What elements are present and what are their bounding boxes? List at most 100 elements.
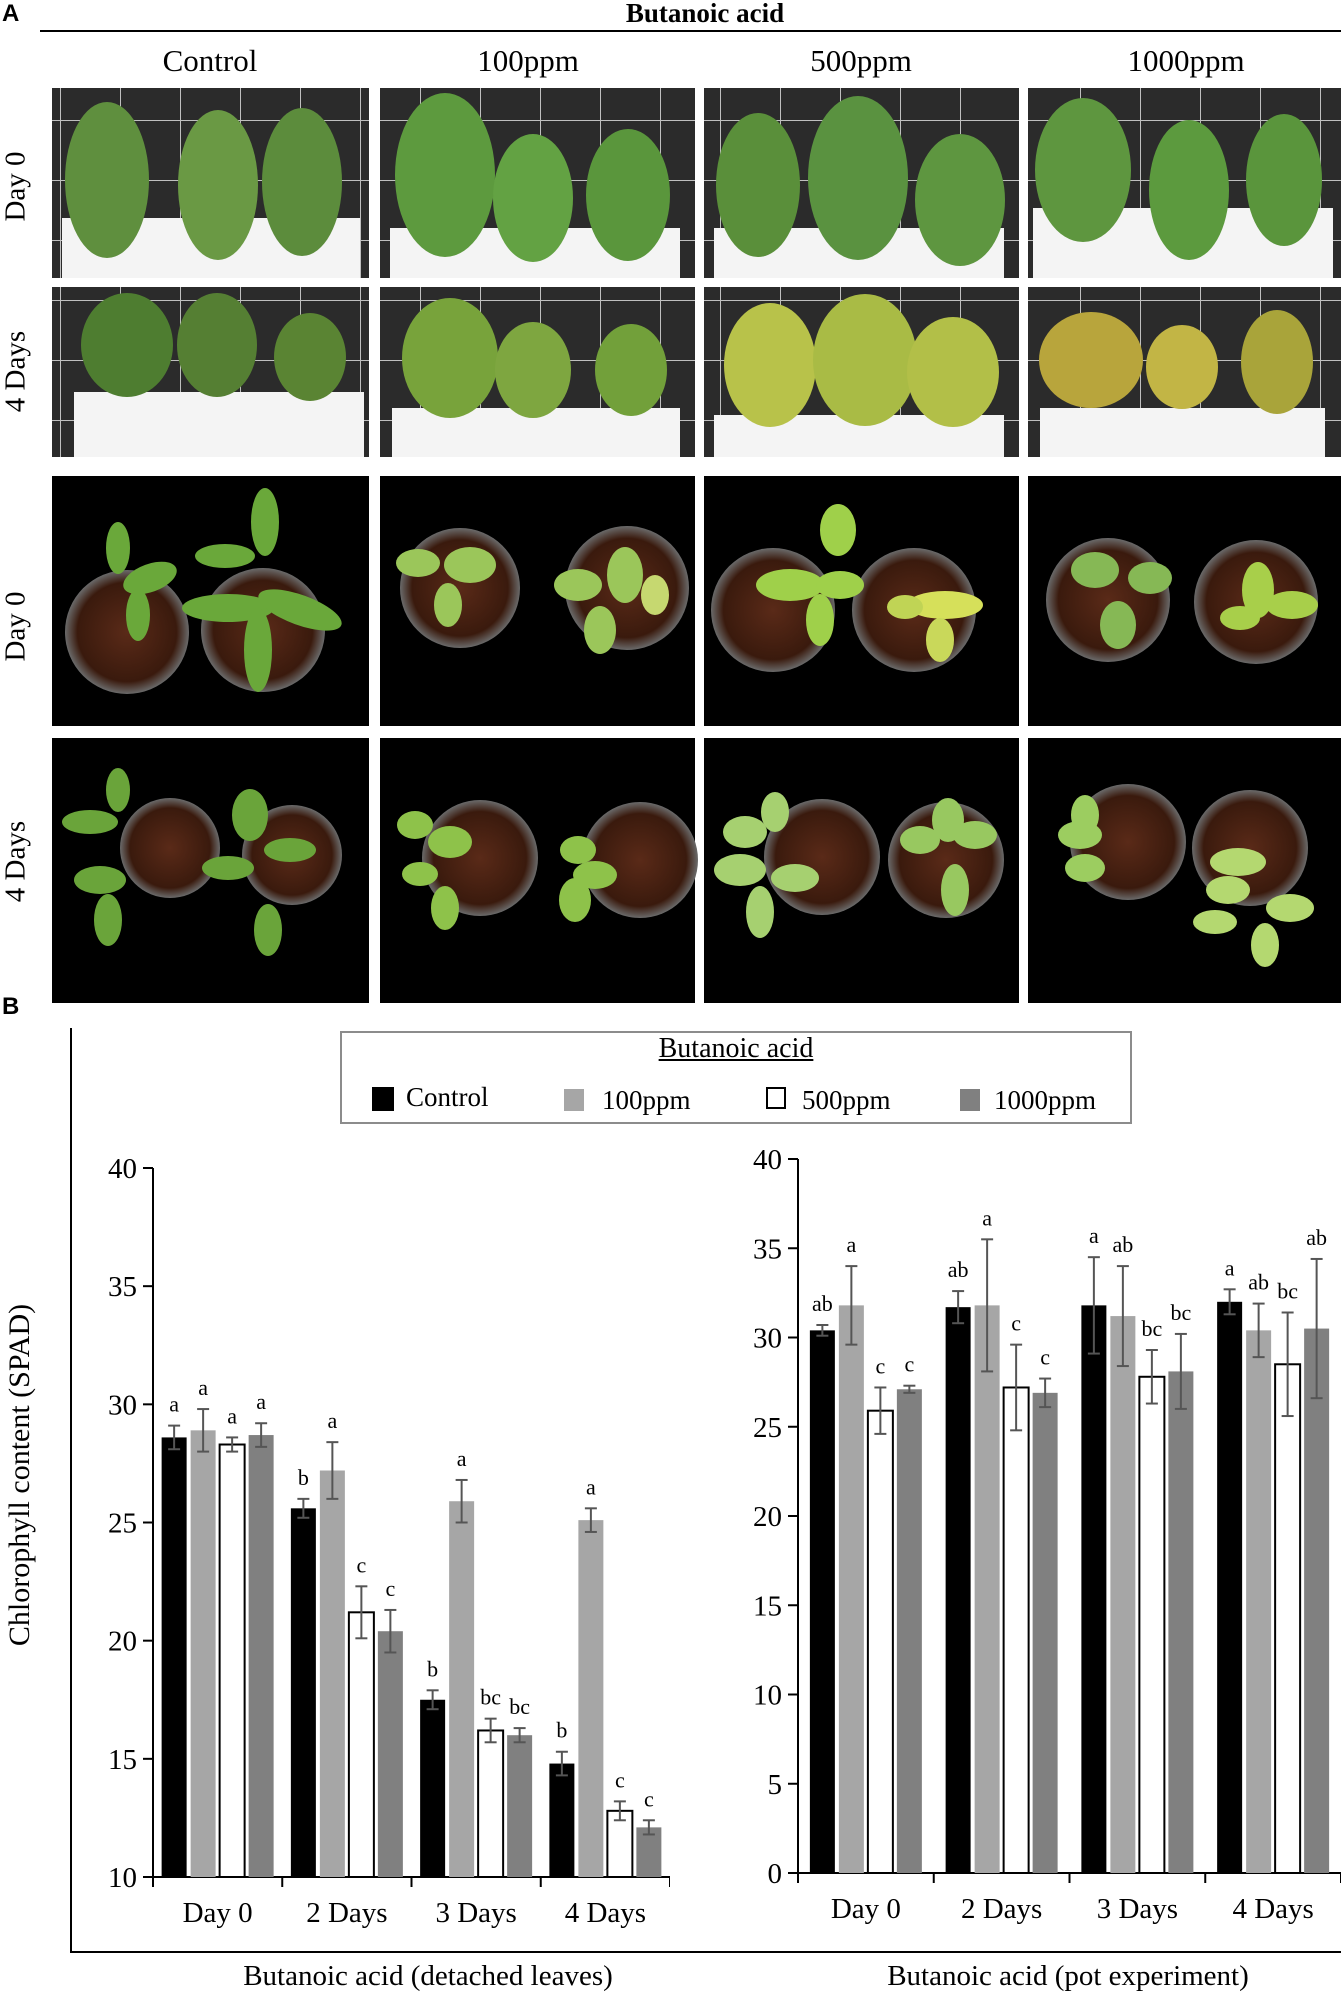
legend-label-1000ppm: 1000ppm	[994, 1085, 1097, 1115]
category-label: 4 Days	[565, 1897, 646, 1929]
significance-letter: c	[615, 1767, 625, 1792]
legend-swatch-100ppm	[564, 1089, 584, 1111]
y-tick-label: 35	[108, 1271, 137, 1303]
bar	[290, 1508, 316, 1877]
significance-letter: a	[198, 1375, 208, 1400]
bar	[1168, 1371, 1194, 1873]
bar	[866, 1409, 894, 1874]
photo-detached-500ppm-4days	[704, 287, 1019, 457]
photo-pot-500ppm-day0	[704, 476, 1019, 726]
bar	[549, 1763, 575, 1877]
photo-detached-1000ppm-4days	[1028, 287, 1341, 457]
significance-letter: c	[1011, 1311, 1021, 1336]
category-label: 2 Days	[961, 1893, 1042, 1925]
bar	[507, 1735, 533, 1877]
photo-pot-100ppm-day0	[380, 476, 695, 726]
significance-letter: bc	[509, 1694, 530, 1719]
y-tick-label: 5	[768, 1769, 783, 1801]
panel-b-frame-left	[70, 1028, 72, 1953]
significance-letter: c	[875, 1353, 885, 1378]
significance-letter: a	[227, 1403, 237, 1428]
significance-letter: a	[169, 1392, 179, 1417]
photo-pot-control-day0	[52, 476, 369, 726]
significance-letter: ab	[1248, 1270, 1269, 1295]
bar	[1081, 1305, 1107, 1873]
legend-box	[340, 1031, 1132, 1124]
y-tick-label: 40	[108, 1153, 137, 1185]
significance-letter: a	[457, 1446, 467, 1471]
y-tick-label: 20	[753, 1501, 782, 1533]
x-axis-label: Butanoic acid (pot experiment)	[887, 1960, 1249, 1992]
y-tick-label: 20	[108, 1626, 137, 1658]
bar	[1138, 1375, 1166, 1875]
category-label: Day 0	[183, 1897, 253, 1929]
panel-a-title-rule	[40, 30, 1341, 32]
significance-letter: a	[256, 1389, 266, 1414]
significance-letter: b	[298, 1465, 309, 1490]
bar	[578, 1520, 604, 1877]
significance-letter: c	[904, 1352, 914, 1377]
column-label-1000ppm: 1000ppm	[1127, 43, 1245, 78]
bar	[606, 1809, 634, 1878]
bar	[1304, 1328, 1330, 1873]
bar	[945, 1307, 971, 1873]
category-label: 3 Days	[1097, 1893, 1178, 1925]
significance-letter: b	[556, 1718, 567, 1743]
significance-letter: ab	[812, 1291, 833, 1316]
y-tick-label: 15	[753, 1590, 782, 1622]
bar	[1274, 1363, 1302, 1874]
photo-pot-100ppm-4days	[380, 738, 698, 1003]
legend-title: Butanoic acid	[658, 1033, 814, 1064]
y-tick-label: 30	[108, 1389, 137, 1421]
significance-letter: c	[644, 1786, 654, 1811]
legend-swatch-500ppm	[766, 1087, 786, 1109]
bar	[1002, 1386, 1030, 1874]
bar	[319, 1470, 345, 1877]
y-tick-label: 40	[753, 1144, 782, 1176]
photo-pot-control-4days	[52, 738, 369, 1003]
legend-swatch-1000ppm	[960, 1089, 980, 1111]
panel-a-title: Butanoic acid	[625, 0, 785, 28]
y-tick-label: 10	[753, 1680, 782, 1712]
photo-pot-1000ppm-day0	[1028, 476, 1341, 726]
y-tick-label: 30	[753, 1323, 782, 1355]
significance-letter: a	[586, 1474, 596, 1499]
photo-detached-100ppm-day0	[380, 88, 695, 278]
significance-letter: bc	[1277, 1279, 1298, 1304]
bar	[1110, 1316, 1136, 1873]
significance-letter: a	[846, 1232, 856, 1257]
photo-detached-500ppm-day0	[704, 88, 1019, 278]
column-label-100ppm: 100ppm	[477, 43, 579, 78]
photo-pot-500ppm-4days	[704, 738, 1019, 1003]
bar	[1217, 1301, 1243, 1873]
bar	[190, 1430, 216, 1877]
significance-letter: bc	[1141, 1316, 1162, 1341]
category-label: Day 0	[831, 1893, 901, 1925]
bar	[449, 1501, 475, 1877]
bar	[838, 1305, 864, 1873]
bar	[1246, 1330, 1272, 1873]
significance-letter: b	[427, 1656, 438, 1681]
photo-detached-control-4days	[52, 287, 369, 457]
bar	[377, 1631, 403, 1877]
significance-letter: a	[1089, 1223, 1099, 1248]
category-label: 4 Days	[1232, 1893, 1313, 1925]
significance-letter: a	[1225, 1255, 1235, 1280]
legend-items: Control 100ppm 500ppm 1000ppm	[368, 1082, 1128, 1118]
bar	[420, 1699, 446, 1877]
significance-letter: c	[385, 1576, 395, 1601]
panel-b-letter: B	[2, 993, 20, 1020]
category-label: 2 Days	[306, 1897, 387, 1929]
photo-detached-100ppm-4days	[380, 287, 695, 457]
y-tick-label: 25	[108, 1508, 137, 1540]
y-tick-label: 25	[753, 1412, 782, 1444]
x-axis-label: Butanoic acid (detached leaves)	[243, 1960, 613, 1992]
bar	[218, 1443, 246, 1878]
y-tick-label: 35	[753, 1233, 782, 1265]
bar	[896, 1389, 922, 1873]
panel-b-frame-bottom	[70, 1951, 1341, 1953]
y-tick-label: 0	[768, 1858, 783, 1890]
bar	[248, 1435, 274, 1877]
bar	[809, 1330, 835, 1873]
